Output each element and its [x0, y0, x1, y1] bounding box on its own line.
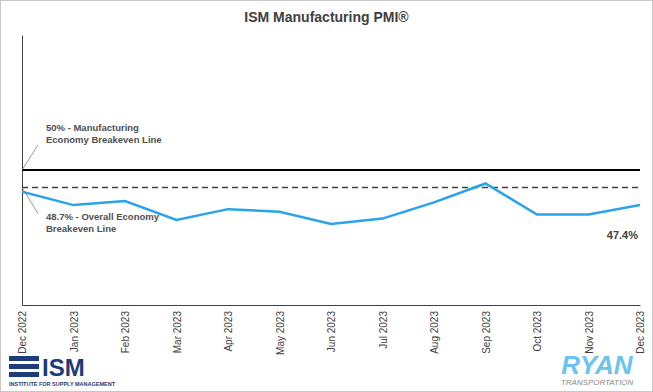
x-axis-line [23, 305, 641, 306]
x-tick-label: Jul 2023 [378, 311, 389, 349]
x-axis: Dec 2022 Jan 2023 Feb 2023 Mar 2023 Apr 2023… [17, 305, 646, 355]
leader-line [22, 188, 38, 214]
x-tick: Sep 2023 [481, 305, 492, 354]
logo-subtitle: INSTITUTE FOR SUPPLY MANAGEMENT [9, 381, 116, 387]
x-tick-label: May 2023 [275, 311, 286, 355]
title: ISM Manufacturing PMI® [244, 9, 409, 25]
plot-area [22, 170, 640, 224]
reference-line [22, 187, 640, 189]
logo-title: ISM [42, 354, 85, 381]
x-tick: Apr 2023 [223, 305, 234, 352]
series-line [22, 184, 640, 225]
annotation: 48.7% - Overall Economy [46, 211, 160, 222]
logo-subtitle: TRANSPORTATION [561, 378, 634, 387]
x-tick-label: Oct 2023 [532, 311, 543, 352]
x-tick-label: Jan 2023 [69, 311, 80, 353]
x-tick-label: Dec 2023 [635, 311, 646, 354]
x-tick: Aug 2023 [429, 305, 440, 354]
x-tick: Jun 2023 [326, 305, 337, 352]
x-tick: May 2023 [275, 305, 286, 355]
x-tick-label: Mar 2023 [172, 311, 183, 354]
x-tick-label: Feb 2023 [120, 311, 131, 354]
x-tick: Jan 2023 [69, 305, 80, 352]
x-tick: Dec 2022 [17, 305, 28, 354]
x-tick-label: Nov 2023 [584, 311, 595, 354]
annotation: Breakeven Line [46, 223, 116, 234]
x-tick-label: Aug 2023 [429, 311, 440, 354]
annotation: 50% - Manufacturing [46, 122, 139, 133]
x-tick-label: Dec 2022 [17, 311, 28, 354]
x-tick: Oct 2023 [532, 305, 543, 352]
reference-annotation: 48.7% - Overall EconomyBreakeven Line [22, 188, 160, 234]
data-label: 47.4% [607, 229, 638, 241]
logo-bar [9, 364, 39, 369]
logo: ISMINSTITUTE FOR SUPPLY MANAGEMENT [9, 354, 116, 387]
x-tick: Jul 2023 [378, 305, 389, 349]
logo-bar [9, 356, 39, 361]
x-tick-label: Jun 2023 [326, 311, 337, 353]
frame [1, 1, 653, 392]
logo: RYANTRANSPORTATION [561, 350, 634, 387]
logo-title: RYAN [561, 350, 633, 380]
x-tick: Mar 2023 [172, 305, 183, 353]
annotation: Economy Breakeven Line [46, 134, 162, 145]
reference-annotation: 50% - ManufacturingEconomy Breakeven Lin… [22, 122, 162, 170]
chart: ISM Manufacturing PMI® Dec 2022 Jan 2023 Fe… [0, 0, 653, 392]
x-tick: Dec 2023 [635, 305, 646, 354]
x-tick-label: Sep 2023 [481, 311, 492, 354]
x-tick: Feb 2023 [120, 305, 131, 353]
x-tick-label: Apr 2023 [223, 311, 234, 352]
logo-bar [9, 372, 39, 377]
x-tick: Nov 2023 [584, 305, 595, 354]
reference-line [22, 169, 640, 171]
leader-line [22, 145, 38, 170]
